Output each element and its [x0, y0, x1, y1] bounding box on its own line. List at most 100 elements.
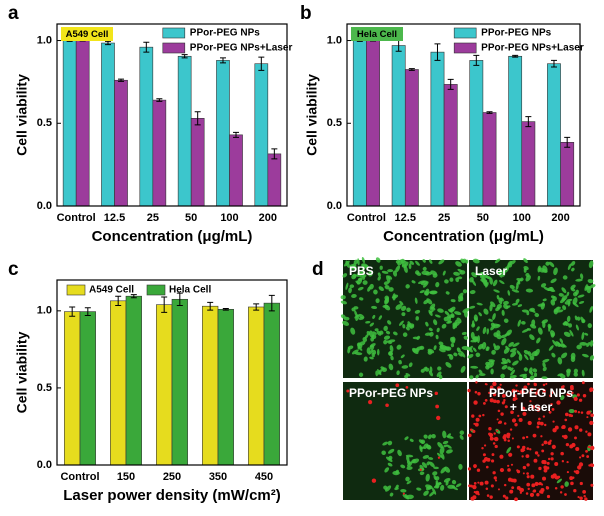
bar	[156, 304, 173, 466]
cell	[511, 302, 518, 306]
cell	[586, 285, 592, 294]
cell	[419, 471, 425, 476]
cell	[501, 309, 505, 316]
dead-cell	[579, 456, 582, 459]
cell	[389, 345, 394, 353]
dead-cell	[473, 491, 476, 494]
cell	[485, 275, 491, 280]
dead-cell	[532, 490, 535, 493]
dead-cell	[579, 428, 583, 432]
dead-cell	[587, 432, 592, 437]
cell	[415, 260, 420, 266]
cell	[469, 375, 474, 380]
cell	[492, 279, 498, 287]
cell	[362, 280, 368, 285]
cell	[420, 368, 425, 373]
cell	[586, 341, 591, 347]
cell	[422, 455, 430, 459]
error-bar	[408, 68, 415, 71]
cell	[376, 348, 380, 356]
cell	[435, 281, 440, 288]
dead-cell	[498, 420, 503, 424]
error-bar	[219, 57, 226, 64]
dead-cell	[581, 454, 585, 458]
cell	[462, 307, 470, 313]
cell	[385, 485, 392, 492]
cell	[437, 442, 444, 449]
dead-cell	[575, 470, 580, 475]
dead-cell	[468, 484, 471, 488]
bar	[521, 121, 536, 207]
cell	[508, 341, 514, 347]
dead-cell	[493, 476, 497, 480]
cell	[503, 318, 509, 323]
cell	[458, 463, 463, 470]
bar	[404, 69, 419, 207]
cell	[569, 329, 574, 337]
dead-cell	[489, 398, 494, 403]
dead-cell	[526, 454, 529, 457]
cell	[395, 304, 403, 310]
cell	[550, 278, 557, 284]
cell	[485, 346, 489, 351]
cell	[567, 263, 572, 270]
dead-cell	[538, 466, 542, 471]
dead-cell	[560, 451, 564, 456]
dead-cell	[554, 475, 559, 480]
cell	[542, 265, 548, 273]
cell	[550, 332, 555, 338]
cell	[523, 367, 528, 372]
dead-cell	[526, 463, 530, 467]
dead-cell	[511, 437, 514, 440]
cell	[442, 440, 449, 445]
annotation-box	[351, 27, 403, 41]
cell	[433, 475, 437, 481]
cell	[382, 304, 389, 309]
annotation: Hela Cell	[357, 29, 397, 40]
error-bar	[84, 307, 91, 316]
cell	[474, 317, 478, 322]
dead-cell	[476, 418, 479, 421]
cell	[365, 321, 371, 324]
dead-cell	[574, 409, 578, 413]
dead-cell	[546, 494, 551, 499]
dead-cell	[486, 494, 490, 497]
dead-cell	[483, 444, 487, 447]
cell	[467, 354, 474, 359]
dead-cell	[579, 496, 583, 500]
dead-cell	[554, 486, 558, 490]
annotation-box	[61, 27, 113, 41]
y-tick-label: 0.0	[37, 200, 52, 212]
cell	[498, 271, 503, 278]
cell	[392, 270, 398, 277]
cell	[419, 445, 423, 453]
dead-cell	[516, 445, 520, 449]
cell	[363, 356, 368, 362]
dead-cell	[507, 468, 511, 472]
cell	[406, 455, 410, 462]
cell	[476, 326, 480, 331]
cell	[405, 454, 414, 458]
cell	[506, 329, 512, 336]
cell	[575, 278, 583, 282]
cell	[459, 270, 466, 275]
cell	[568, 323, 572, 328]
y-tick-label: 1.0	[327, 34, 342, 46]
error-bar	[271, 148, 278, 160]
cell	[562, 275, 568, 280]
cell	[490, 368, 494, 375]
dead-cell	[542, 383, 546, 387]
dead-cell	[536, 421, 541, 426]
bar	[139, 46, 154, 207]
cell	[369, 356, 374, 360]
cell	[355, 314, 360, 321]
cell	[584, 332, 589, 336]
dead-cell	[497, 488, 500, 491]
dead-cell	[368, 400, 373, 405]
dead-cell	[490, 459, 495, 463]
cell	[563, 331, 571, 337]
cell	[543, 286, 551, 291]
dead-cell	[499, 454, 504, 459]
dead-cell	[589, 463, 594, 467]
dead-cell	[484, 383, 487, 386]
